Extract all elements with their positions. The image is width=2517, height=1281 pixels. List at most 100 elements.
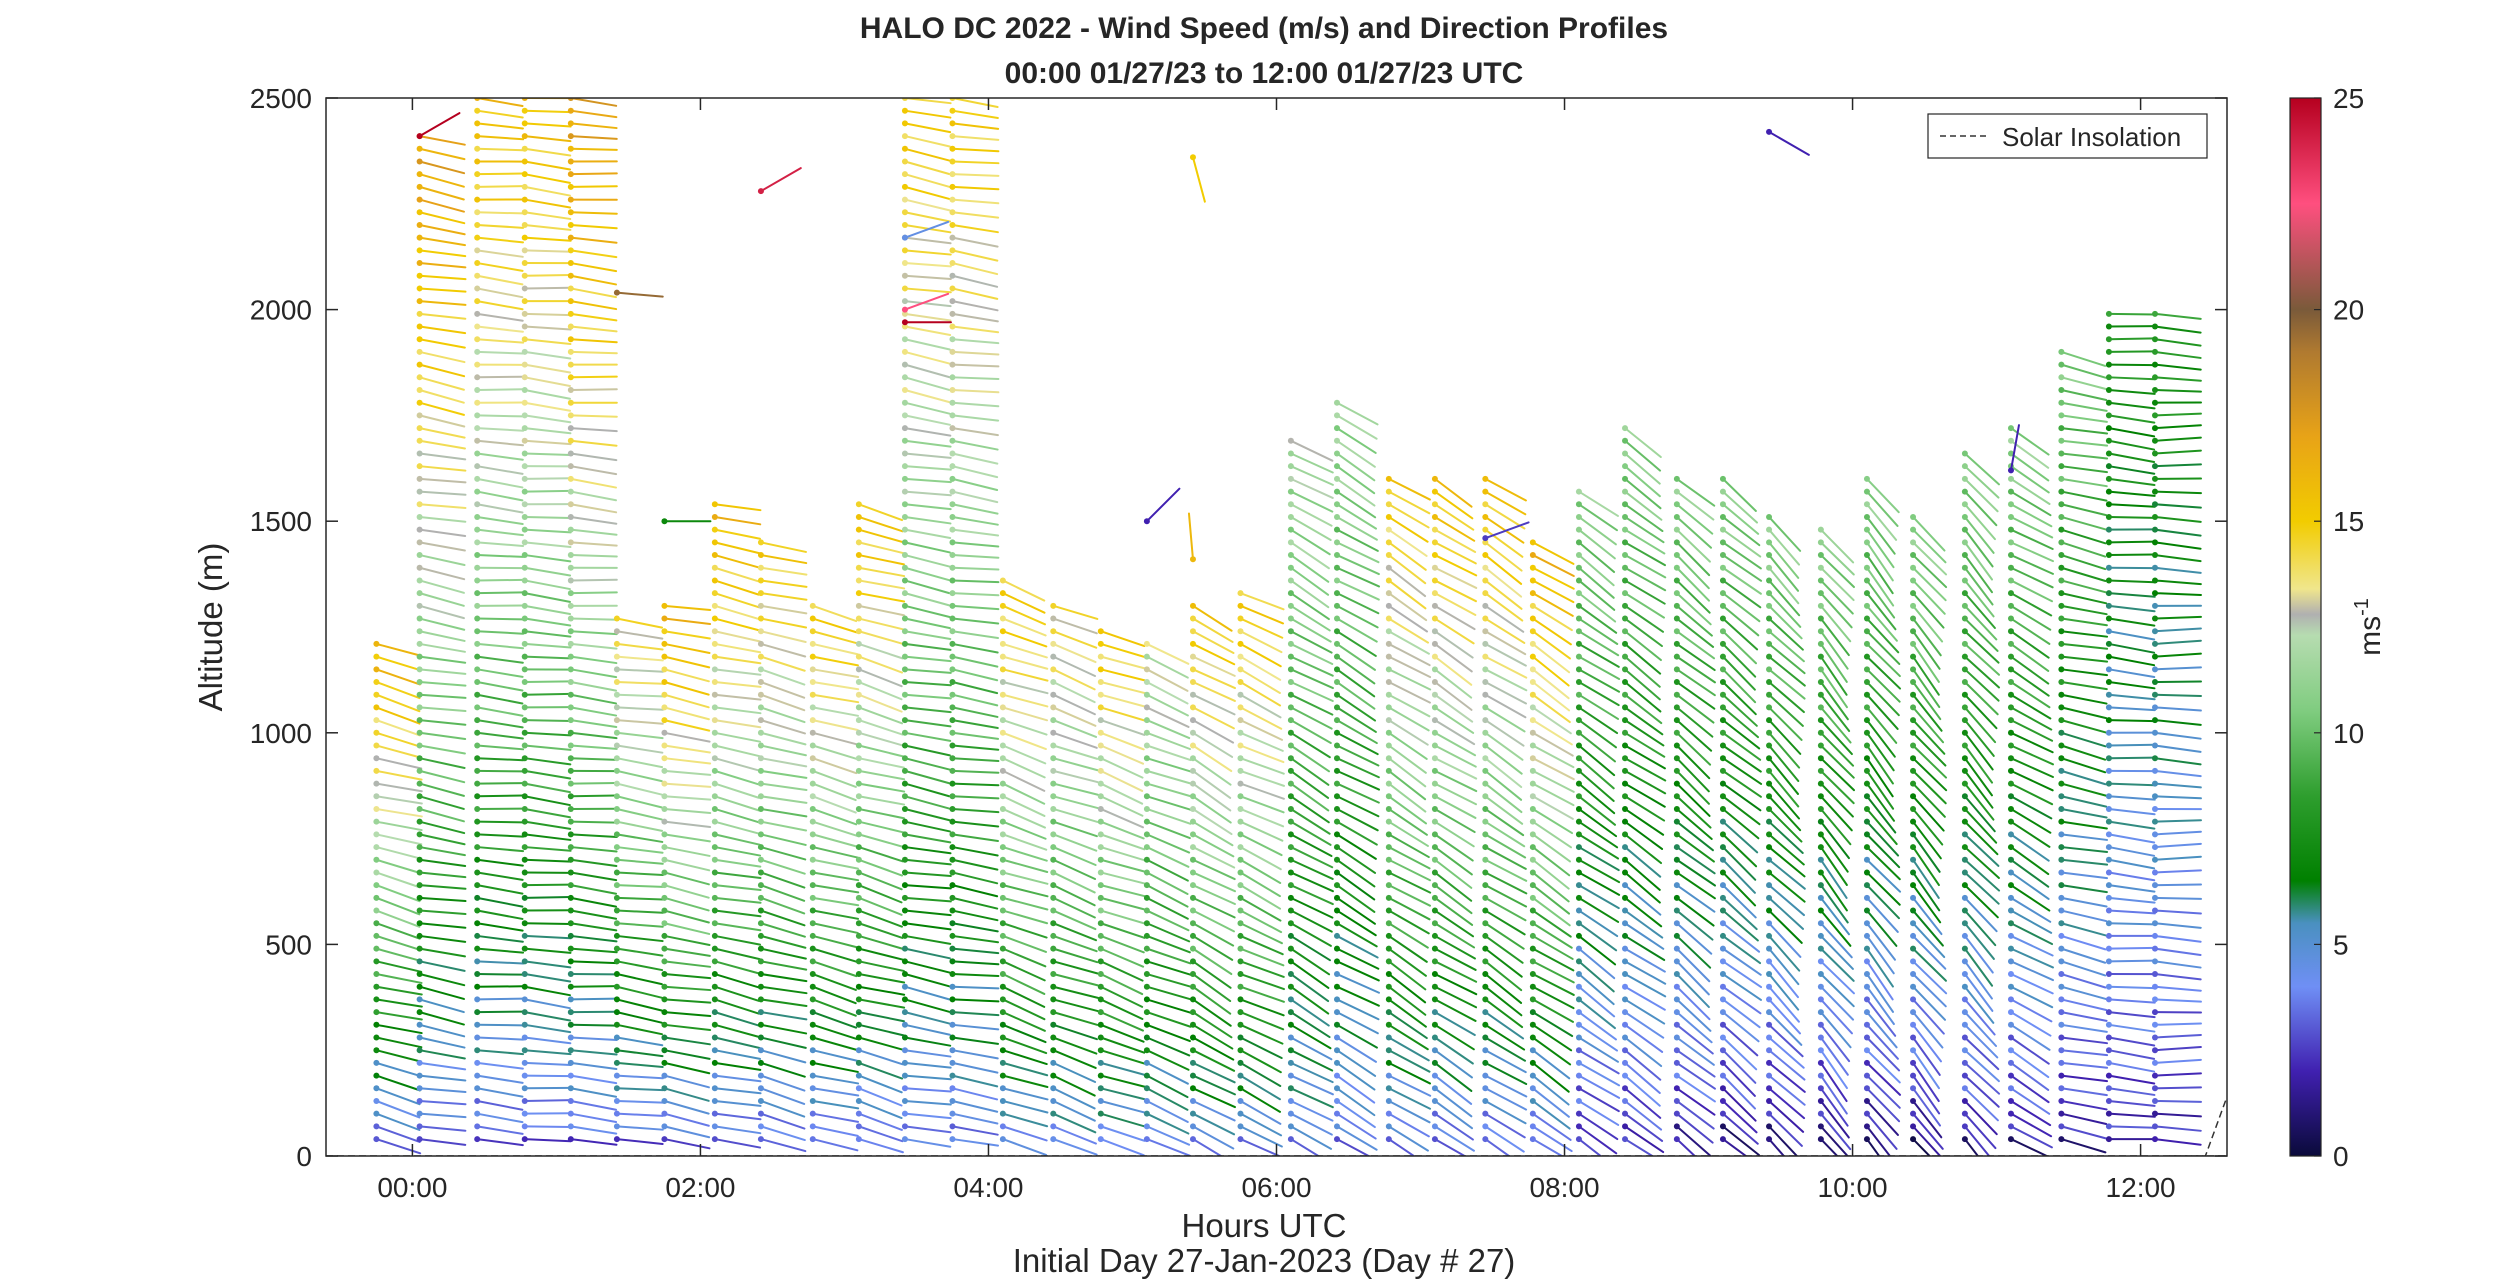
wind-barb xyxy=(1050,932,1098,953)
wind-barb xyxy=(1622,513,1665,544)
wind-barb-point xyxy=(757,856,764,863)
wind-barb-shaft xyxy=(1239,922,1283,945)
wind-barb-shaft xyxy=(418,236,466,247)
wind-barb xyxy=(901,209,952,223)
wind-barb-shaft xyxy=(903,1099,952,1106)
wind-barb xyxy=(1622,679,1662,713)
wind-barb-shaft xyxy=(569,172,618,176)
wind-barb-shaft xyxy=(1768,998,1802,1035)
wind-barb-shaft xyxy=(1484,1011,1525,1040)
wind-barb-shaft xyxy=(1387,719,1429,746)
wind-barb-point xyxy=(1575,552,1582,559)
wind-barb-shaft xyxy=(1289,541,1330,570)
wind-barb xyxy=(567,717,618,729)
wind-barb-shaft xyxy=(1145,681,1189,705)
wind-barb-point xyxy=(567,209,574,216)
wind-barb xyxy=(999,983,1046,1008)
wind-barb-point xyxy=(613,983,620,990)
wind-barb-point xyxy=(474,920,481,927)
wind-barb xyxy=(1237,717,1284,741)
wind-barb xyxy=(1482,590,1524,622)
wind-barb-shaft xyxy=(1052,769,1099,784)
wind-barb-point xyxy=(416,894,423,901)
wind-barb-shaft xyxy=(1239,731,1284,752)
wind-barb-point xyxy=(1333,932,1340,939)
wind-barb-point xyxy=(1143,767,1150,774)
wind-barb-point xyxy=(1766,996,1773,1003)
wind-barb xyxy=(1097,1136,1145,1156)
wind-barb-point xyxy=(1050,805,1057,812)
wind-barb-shaft xyxy=(1675,820,1714,852)
wind-barb-point xyxy=(521,869,528,876)
wind-barb-point xyxy=(474,971,481,978)
wind-barb-shaft xyxy=(1145,858,1189,882)
wind-barb-shaft xyxy=(1768,896,1804,930)
wind-barb xyxy=(1237,615,1284,639)
wind-barb-shaft xyxy=(1001,1125,1048,1142)
wind-barb-shaft xyxy=(1052,858,1097,881)
wind-barb xyxy=(474,501,524,514)
wind-barb-shaft xyxy=(1577,1125,1618,1155)
wind-barb-shaft xyxy=(1387,528,1428,557)
wind-barb xyxy=(711,729,761,743)
wind-barb-shaft xyxy=(1335,693,1377,722)
wind-barb-point xyxy=(855,615,862,622)
wind-barb-point xyxy=(1189,755,1196,762)
wind-barb xyxy=(1575,958,1615,993)
wind-barb xyxy=(1482,691,1527,719)
wind-barb xyxy=(474,1072,524,1084)
wind-barb-shaft xyxy=(903,1138,952,1148)
wind-barb-point xyxy=(1143,831,1150,838)
wind-barb xyxy=(1575,755,1615,790)
wind-barb-shaft xyxy=(476,503,524,514)
wind-barb xyxy=(1673,996,1712,1032)
wind-barb-shaft xyxy=(857,1036,905,1051)
wind-barb-shaft xyxy=(476,515,524,526)
wind-barb-point xyxy=(711,818,718,825)
wind-barb-point xyxy=(855,856,862,863)
wind-barb xyxy=(567,590,618,597)
wind-barb-point xyxy=(901,844,908,851)
wind-barb xyxy=(1529,1009,1574,1038)
wind-barb xyxy=(1189,831,1235,858)
wind-barb-shaft xyxy=(1001,871,1049,885)
wind-barb xyxy=(521,615,572,627)
wind-barb-shaft xyxy=(569,236,618,244)
wind-barb xyxy=(949,171,1000,178)
wind-barb-shaft xyxy=(523,934,572,940)
wind-barb-shaft xyxy=(375,1112,421,1132)
wind-barb-shaft xyxy=(1191,871,1236,893)
wind-barb xyxy=(901,996,951,1013)
wind-barb-point xyxy=(855,640,862,647)
wind-barb-shaft xyxy=(476,896,524,908)
wind-barb-point xyxy=(757,1097,764,1104)
wind-barb xyxy=(809,615,858,634)
wind-barb-shaft xyxy=(1484,985,1523,1017)
wind-barb xyxy=(809,729,859,746)
wind-barb xyxy=(521,450,572,457)
wind-barb xyxy=(416,234,466,247)
wind-barb xyxy=(1050,983,1099,999)
wind-barb-shaft xyxy=(903,795,951,810)
wind-barb-point xyxy=(1622,526,1629,533)
wind-barb xyxy=(1719,742,1762,773)
wind-barb-shaft xyxy=(1768,1112,1803,1147)
wind-barb xyxy=(757,1136,807,1153)
wind-barb-point xyxy=(999,831,1006,838)
wind-barb-point xyxy=(1189,907,1196,914)
wind-barb-point xyxy=(1333,945,1340,952)
wind-barb xyxy=(855,945,905,961)
wind-barb xyxy=(1385,1072,1432,1097)
wind-barb xyxy=(521,717,572,724)
wind-barb-shaft xyxy=(1675,668,1716,697)
wind-barb-point xyxy=(1385,488,1392,495)
wind-barb xyxy=(1482,640,1527,667)
wind-barb-shaft xyxy=(857,998,906,1009)
wind-barb xyxy=(1673,818,1714,852)
wind-barb-shaft xyxy=(1484,782,1523,814)
wind-barb-shaft xyxy=(375,1036,423,1049)
wind-barb-shaft xyxy=(1191,1023,1234,1050)
wind-barb xyxy=(1673,717,1713,752)
wind-barb-shaft xyxy=(1721,1074,1757,1110)
wind-barb-shaft xyxy=(1577,1049,1620,1075)
